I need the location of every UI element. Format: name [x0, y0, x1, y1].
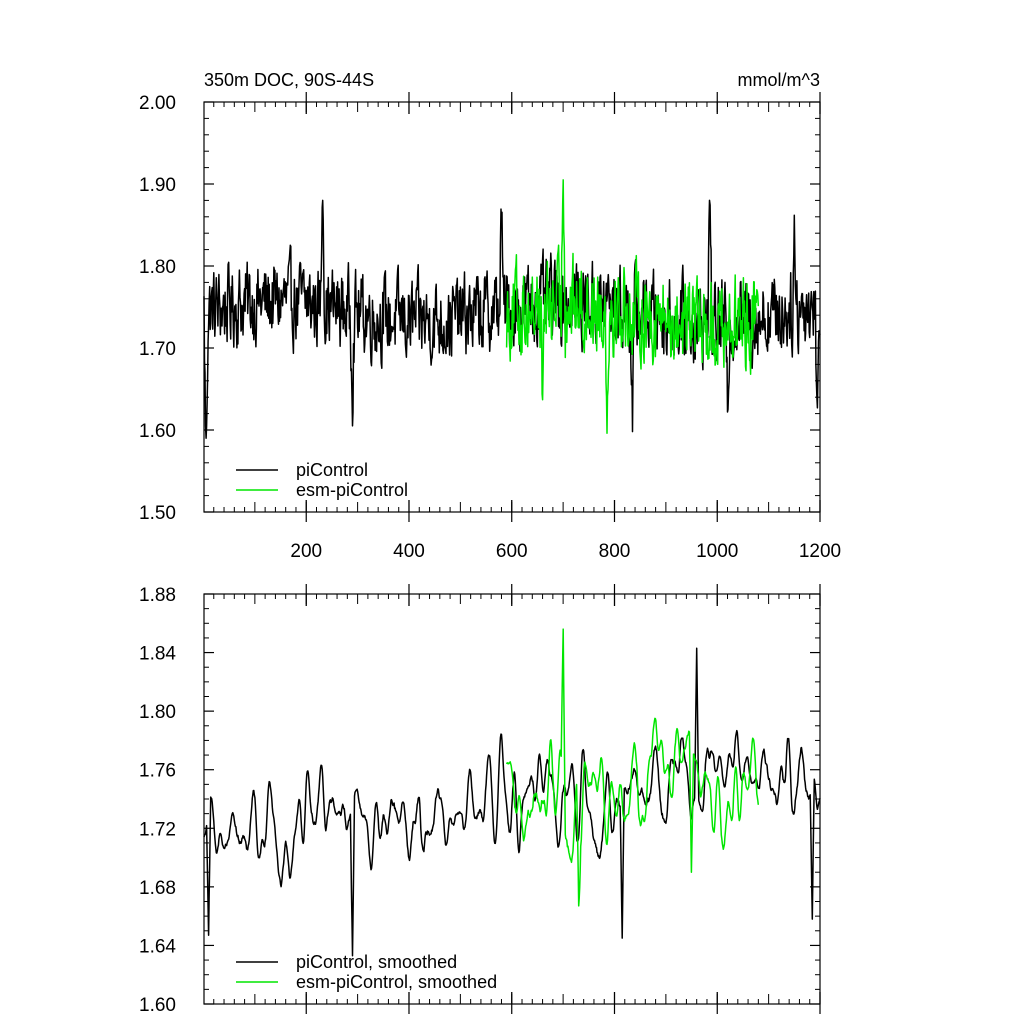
- x-tick-label: 400: [393, 541, 425, 562]
- x-tick-label: 800: [599, 541, 631, 562]
- legend-label-picontrol-smoothed: piControl, smoothed: [296, 952, 457, 972]
- bottom-axis-ticks: 1.60 1.64 1.68 1.72 1.76 1.80 1.84 1.88: [139, 584, 821, 1016]
- legend-label-esm-picontrol-smoothed: esm-piControl, smoothed: [296, 972, 497, 992]
- legend-label-esm-picontrol: esm-piControl: [296, 480, 408, 500]
- top-axis-ticks: 1.50 1.60 1.70 1.80 1.90 2.00 200 400 600 800 1000…: [139, 92, 841, 562]
- y-tick-label: 1.60: [139, 421, 176, 442]
- y-tick-label: 1.70: [139, 339, 176, 360]
- y-tick-label: 1.68: [139, 878, 176, 899]
- series-line-esm-picontrol: [505, 179, 760, 435]
- top-panel: 350m DOC, 90S-44S mmol/m^3 1.501.601.701…: [139, 70, 841, 562]
- bottom-panel: 1.60 1.64 1.68 1.72 1.76 1.80 1.84 1.88 piContr…: [139, 584, 821, 1016]
- y-tick-label: 1.50: [139, 503, 176, 524]
- x-tick-label: 1200: [799, 541, 841, 562]
- top-title: 350m DOC, 90S-44S: [204, 70, 374, 90]
- x-tick-label: 1000: [696, 541, 738, 562]
- y-tick-label: 1.80: [139, 702, 176, 723]
- y-tick-label: 1.60: [139, 995, 176, 1016]
- legend-label-picontrol: piControl: [296, 460, 368, 480]
- y-tick-label: 2.00: [139, 93, 176, 114]
- x-tick-label: 600: [496, 541, 528, 562]
- y-tick-label: 1.72: [139, 819, 176, 840]
- top-series: [203, 179, 821, 439]
- bottom-legend: piControl, smoothed esm-piControl, smoot…: [236, 952, 497, 992]
- bottom-series: [203, 628, 821, 957]
- y-tick-label: 1.90: [139, 175, 176, 196]
- series-line-picontrol-smoothed: [203, 647, 821, 957]
- y-tick-label: 1.76: [139, 761, 176, 782]
- top-units: mmol/m^3: [738, 70, 820, 90]
- y-tick-label: 1.80: [139, 257, 176, 278]
- y-tick-label: 1.84: [139, 644, 176, 665]
- series-line-esm-picontrol-smoothed: [505, 628, 760, 907]
- y-tick-label: 1.88: [139, 585, 176, 606]
- x-tick-label: 200: [290, 541, 322, 562]
- top-legend: piControl esm-piControl: [236, 460, 408, 500]
- y-tick-label: 1.64: [139, 936, 176, 957]
